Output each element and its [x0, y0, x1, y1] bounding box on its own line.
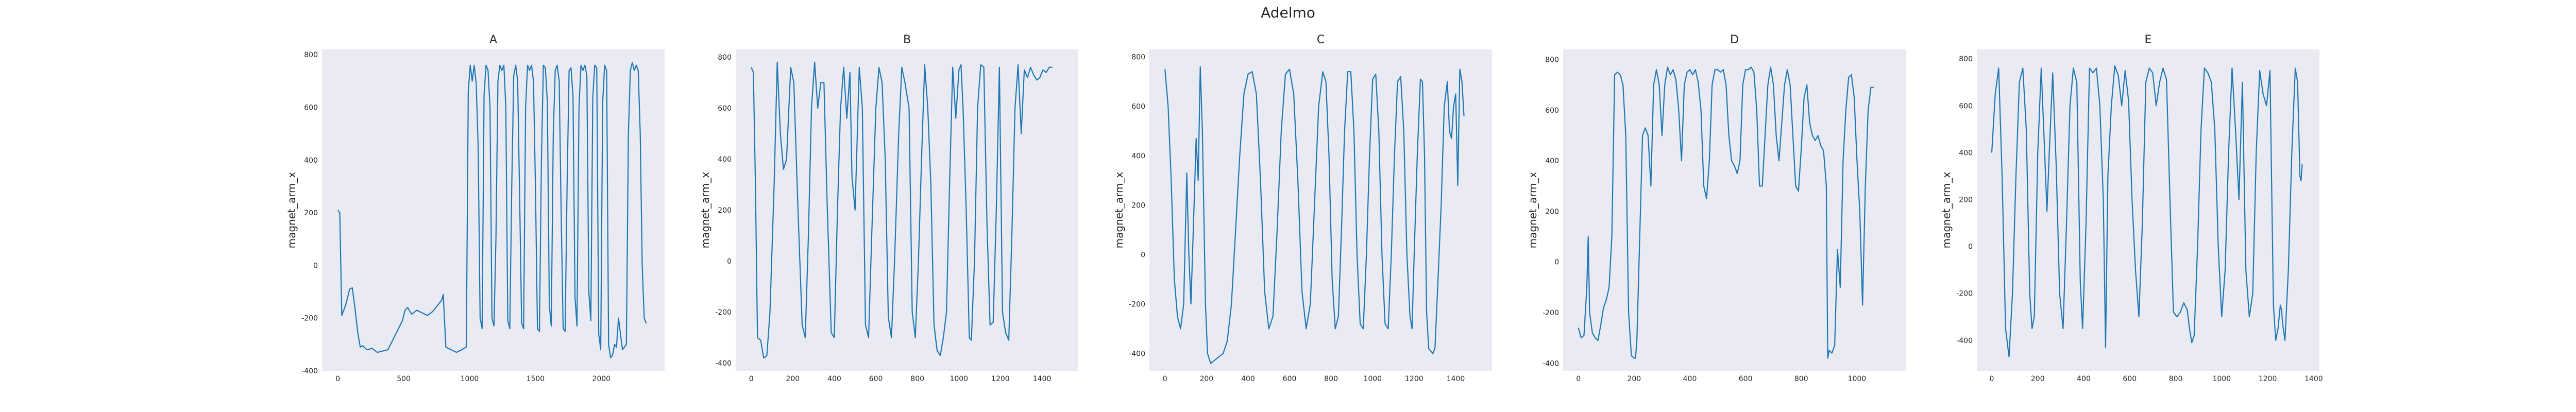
x-tick-label: 800	[2169, 375, 2183, 383]
x-tick-label: 800	[910, 375, 924, 383]
x-tick-label: 400	[1241, 375, 1255, 383]
x-tick-label: 1400	[1447, 375, 1465, 383]
y-tick-label: -200	[1129, 300, 1145, 308]
x-tick-label: 500	[397, 375, 411, 383]
series-line	[1991, 65, 2303, 357]
subplot-title: D	[1730, 33, 1739, 46]
x-tick-label: 400	[1683, 375, 1697, 383]
x-tick-label: 200	[1627, 375, 1641, 383]
y-tick-label: -200	[715, 308, 732, 317]
subplot-title: E	[2145, 33, 2152, 46]
x-tick-label: 200	[786, 375, 800, 383]
x-tick-label: 1000	[461, 375, 479, 383]
x-tick-label: 1500	[527, 375, 545, 383]
subplot-title: C	[1317, 33, 1325, 46]
subplot-title: B	[903, 33, 911, 46]
y-tick-label: -200	[301, 315, 318, 323]
y-axis-label: magnet_arm_x	[699, 171, 711, 248]
x-tick-label: 400	[827, 375, 841, 383]
y-tick-label: 400	[1959, 149, 1973, 157]
y-tick-label: 800	[1545, 56, 1559, 64]
x-tick-label: 400	[2077, 375, 2091, 383]
y-tick-label: -400	[715, 359, 732, 368]
series-line	[1578, 66, 1874, 359]
y-tick-label: 800	[1959, 55, 1973, 63]
x-tick-label: 1000	[1363, 375, 1382, 383]
y-tick-label: -400	[301, 367, 318, 375]
y-axis-label: magnet_arm_x	[285, 171, 298, 248]
y-axis-label: magnet_arm_x	[1527, 171, 1539, 248]
y-tick-label: 800	[1131, 53, 1145, 61]
x-tick-label: 800	[1794, 375, 1808, 383]
y-tick-label: 600	[1131, 102, 1145, 111]
y-tick-label: 200	[1131, 201, 1145, 210]
y-tick-label: -400	[1543, 359, 1559, 368]
y-tick-label: 0	[1141, 251, 1145, 259]
x-tick-label: 1000	[2212, 375, 2231, 383]
y-tick-label: 200	[304, 209, 318, 217]
y-tick-label: 200	[718, 207, 732, 215]
y-tick-label: 800	[304, 51, 318, 59]
x-tick-label: 0	[335, 375, 340, 383]
figure-title: Adelmo	[1261, 4, 1315, 21]
y-tick-label: 200	[1545, 208, 1559, 216]
x-tick-label: 1400	[1033, 375, 1052, 383]
series-line	[337, 62, 647, 358]
x-tick-label: 0	[1990, 375, 1994, 383]
series-line	[1164, 66, 1465, 364]
y-tick-label: -400	[1129, 350, 1145, 358]
y-tick-label: 600	[1959, 102, 1973, 110]
x-tick-label: 0	[749, 375, 754, 383]
subplot-title: A	[489, 33, 497, 46]
x-tick-label: 1200	[2259, 375, 2277, 383]
y-tick-label: 400	[718, 156, 732, 164]
y-tick-label: 200	[1959, 196, 1973, 204]
x-tick-label: 1200	[1405, 375, 1423, 383]
y-tick-label: 600	[304, 104, 318, 112]
x-tick-label: 600	[2123, 375, 2137, 383]
x-tick-label: 0	[1576, 375, 1581, 383]
x-tick-label: 600	[869, 375, 883, 383]
x-tick-label: 1200	[991, 375, 1010, 383]
x-tick-label: 600	[1739, 375, 1753, 383]
y-tick-label: 400	[1545, 157, 1559, 165]
x-tick-label: 1000	[1848, 375, 1867, 383]
x-tick-label: 800	[1324, 375, 1338, 383]
y-tick-label: 400	[1131, 152, 1145, 160]
y-tick-label: 0	[1968, 243, 1973, 251]
plot-area	[1563, 49, 1906, 371]
y-tick-label: 0	[1554, 259, 1559, 267]
y-tick-label: 600	[1545, 107, 1559, 115]
series-line	[751, 61, 1053, 359]
x-tick-label: 1400	[2304, 375, 2323, 383]
plot-area	[736, 49, 1078, 371]
y-tick-label: 800	[718, 54, 732, 62]
x-tick-label: 0	[1163, 375, 1167, 383]
y-tick-label: -200	[1543, 309, 1559, 317]
y-tick-label: 0	[313, 262, 318, 270]
x-tick-label: 600	[1283, 375, 1297, 383]
y-tick-label: -400	[1956, 337, 1973, 345]
y-tick-label: 0	[727, 258, 732, 266]
x-tick-label: 200	[1199, 375, 1213, 383]
x-tick-label: 2000	[592, 375, 611, 383]
y-axis-label: magnet_arm_x	[1113, 171, 1125, 248]
y-axis-label: magnet_arm_x	[1940, 171, 1953, 248]
y-tick-label: -200	[1956, 290, 1973, 298]
x-tick-label: 200	[2031, 375, 2045, 383]
y-tick-label: 400	[304, 157, 318, 165]
y-tick-label: 600	[718, 105, 732, 113]
x-tick-label: 1000	[950, 375, 968, 383]
